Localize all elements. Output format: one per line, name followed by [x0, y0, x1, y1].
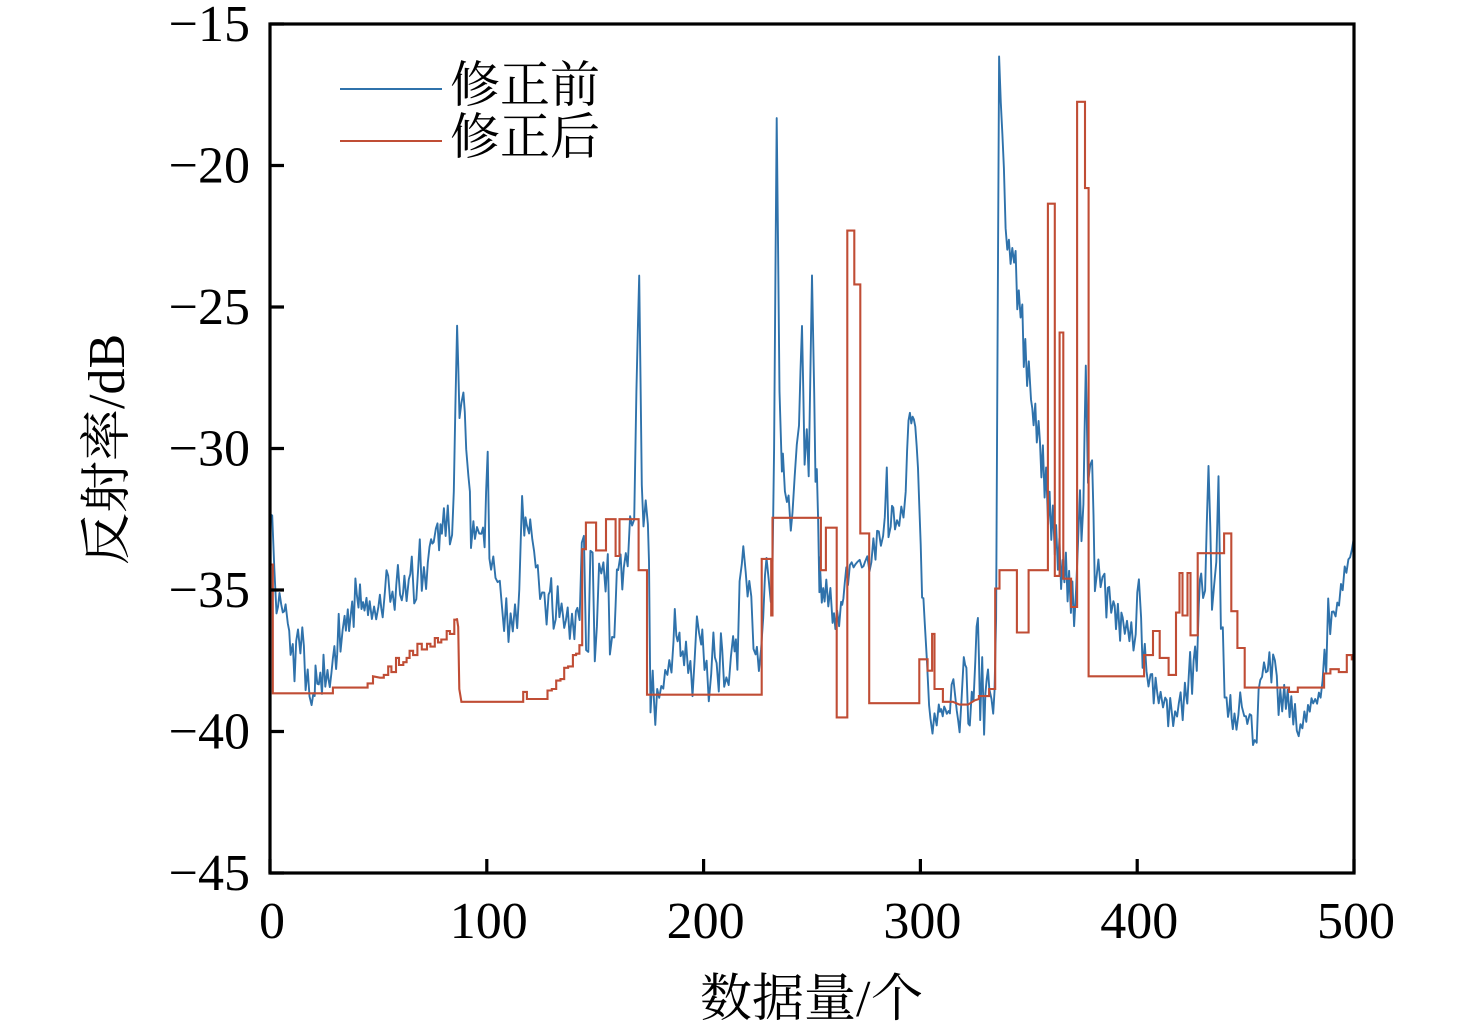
svg-text:0: 0	[259, 893, 285, 950]
svg-text:/: /	[856, 971, 871, 1028]
svg-text:−35: −35	[169, 562, 250, 619]
svg-text:−25: −25	[169, 279, 250, 336]
svg-text:200: 200	[667, 893, 745, 950]
svg-text:400: 400	[1100, 893, 1178, 950]
svg-text:100: 100	[450, 893, 528, 950]
svg-text:500: 500	[1317, 893, 1395, 950]
svg-text:−45: −45	[169, 845, 250, 902]
svg-text:−20: −20	[169, 138, 250, 195]
svg-text:−40: −40	[169, 704, 250, 761]
svg-text:−15: −15	[169, 0, 250, 53]
svg-text:300: 300	[883, 893, 961, 950]
svg-text:/dB: /dB	[79, 334, 136, 409]
svg-text:−30: −30	[169, 421, 250, 478]
